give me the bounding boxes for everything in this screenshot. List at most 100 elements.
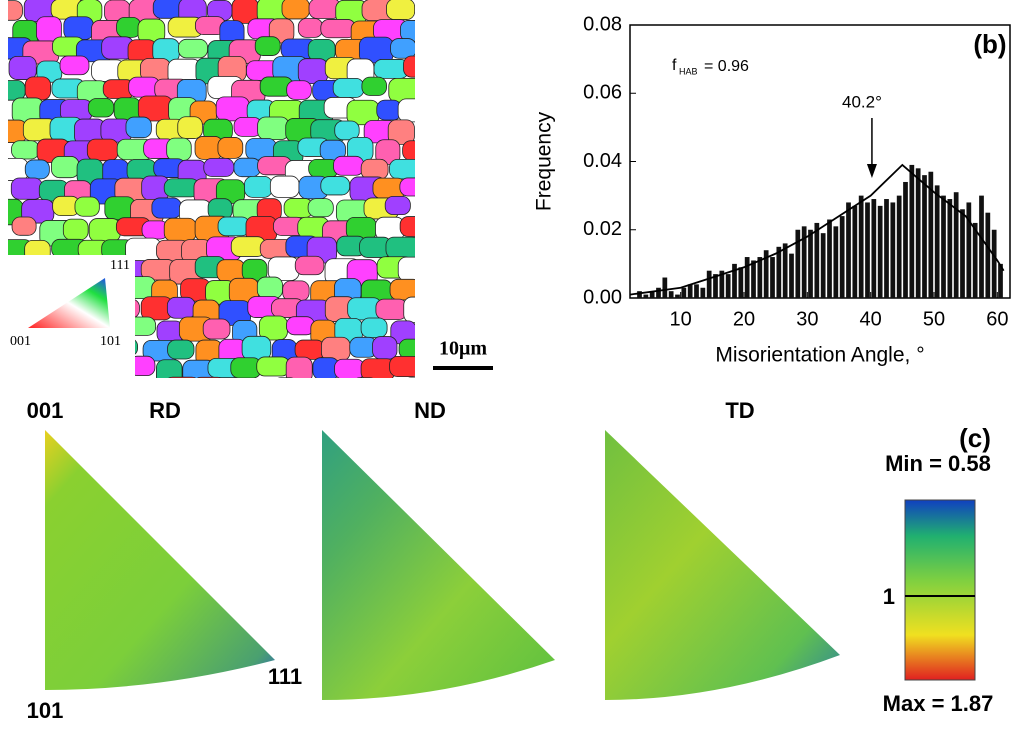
fraction-subscript: HAB xyxy=(679,66,698,76)
grain xyxy=(125,116,152,139)
y-axis-label: Frequency xyxy=(533,111,556,211)
key-label: 101 xyxy=(100,334,121,349)
grain xyxy=(11,216,37,236)
grain xyxy=(372,336,398,360)
bar xyxy=(700,287,706,298)
grain xyxy=(196,376,222,378)
grain xyxy=(168,376,197,378)
bar xyxy=(789,253,794,298)
bar xyxy=(871,199,877,298)
grain xyxy=(399,177,415,197)
colorbar-mid: 1 xyxy=(883,584,895,609)
bar xyxy=(947,199,953,298)
panel-label: (c) xyxy=(959,423,991,453)
grain xyxy=(8,119,28,143)
grain xyxy=(217,216,251,237)
grain xyxy=(375,298,408,320)
grain xyxy=(320,176,351,196)
bar xyxy=(979,195,984,298)
bar xyxy=(687,284,693,298)
grain xyxy=(334,120,360,141)
bar xyxy=(928,171,934,298)
grain xyxy=(294,339,325,360)
grain xyxy=(219,379,246,397)
grain xyxy=(376,99,402,121)
bar xyxy=(808,229,813,298)
annotation: 40.2° xyxy=(842,92,882,111)
bar xyxy=(991,229,997,298)
grain xyxy=(297,18,324,38)
bar xyxy=(896,195,902,298)
grain xyxy=(386,0,415,20)
grain xyxy=(257,116,290,141)
grain xyxy=(233,157,261,178)
grain xyxy=(90,381,124,400)
bar xyxy=(732,263,737,298)
direction-label: ND xyxy=(414,398,446,423)
y-tick-label: 0.00 xyxy=(583,286,622,308)
grain xyxy=(166,137,192,162)
colorbar xyxy=(904,499,976,681)
key-label: 111 xyxy=(110,258,130,273)
grain xyxy=(247,380,281,401)
bar xyxy=(890,202,896,298)
bar xyxy=(960,209,965,298)
grain xyxy=(322,380,353,402)
grain xyxy=(334,358,365,378)
grain xyxy=(163,217,197,242)
bar xyxy=(998,263,1003,298)
grain xyxy=(254,36,281,56)
bar xyxy=(953,192,959,298)
grain xyxy=(269,175,300,198)
y-tick-label: 0.08 xyxy=(583,13,622,35)
grain xyxy=(8,55,37,80)
x-tick-label: 40 xyxy=(860,308,882,330)
grain xyxy=(402,140,415,161)
grain xyxy=(8,157,29,181)
bar xyxy=(820,233,826,298)
bar xyxy=(858,195,864,298)
grain xyxy=(156,359,183,378)
grain xyxy=(74,196,100,217)
grain xyxy=(320,19,356,39)
pole-label: 001 xyxy=(27,398,64,423)
ipf-triangle xyxy=(45,430,275,690)
fraction-value: = 0.96 xyxy=(704,58,749,75)
key-triangle xyxy=(28,278,110,328)
grain xyxy=(10,177,43,200)
panel-label: (a) xyxy=(469,15,501,45)
bar xyxy=(915,168,921,298)
bar xyxy=(757,257,763,298)
grain xyxy=(281,0,310,20)
grain xyxy=(297,58,328,85)
bar xyxy=(827,219,832,298)
bar xyxy=(782,243,788,298)
bar xyxy=(833,226,839,298)
grain xyxy=(408,377,415,378)
bar xyxy=(922,175,927,298)
bar xyxy=(903,181,908,298)
grain xyxy=(63,379,96,403)
colorbar-min: Min = 0.58 xyxy=(885,451,991,476)
y-tick-label: 0.06 xyxy=(583,82,622,104)
x-tick-label: 50 xyxy=(923,308,945,330)
bar xyxy=(662,277,668,298)
grain xyxy=(86,138,119,162)
grain xyxy=(11,140,40,160)
grain xyxy=(397,256,415,282)
grain xyxy=(88,218,121,243)
bar xyxy=(706,270,712,298)
x-axis-label: Misorientation Angle, ° xyxy=(715,344,924,367)
grain xyxy=(307,198,334,218)
bar xyxy=(814,222,820,298)
grain xyxy=(277,377,294,378)
grain xyxy=(294,255,325,276)
grain xyxy=(116,16,142,38)
scale-bar-label: 10μm xyxy=(439,338,487,360)
grain xyxy=(389,159,415,180)
bar xyxy=(719,270,725,298)
bar xyxy=(643,294,649,298)
grain xyxy=(202,318,231,340)
bar xyxy=(656,287,661,298)
